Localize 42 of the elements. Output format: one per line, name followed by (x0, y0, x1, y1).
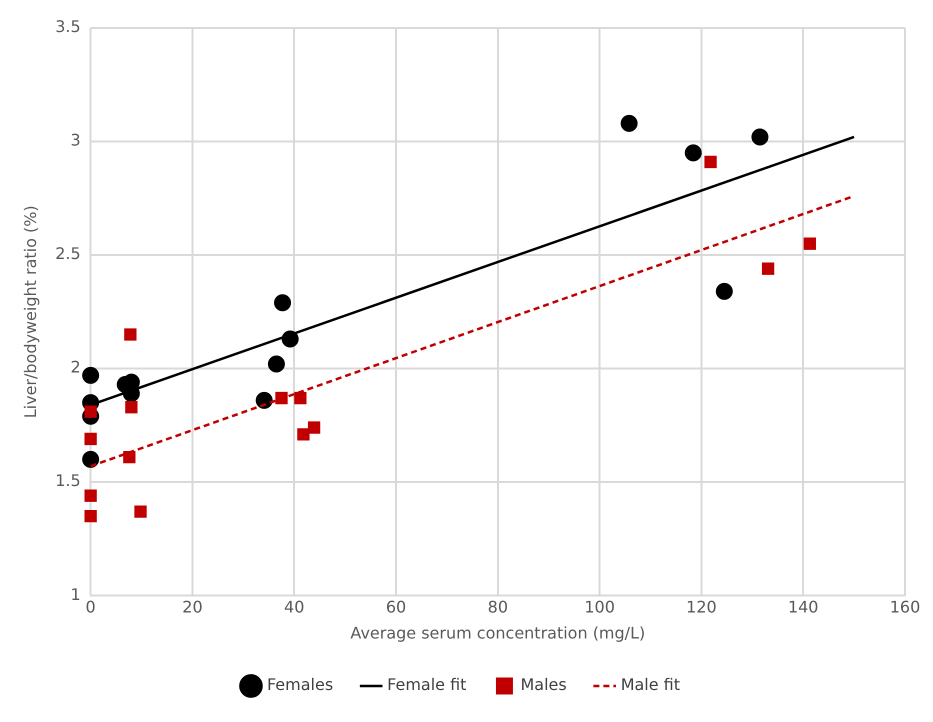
point (123, 450, 136, 464)
point (716, 282, 733, 300)
x-tick-label: 80 (488, 597, 508, 616)
point (124, 328, 136, 341)
y-axis-title: Liver/bodyweight ratio (%) (20, 205, 40, 418)
point (620, 114, 638, 132)
legend-label: Male fit (620, 675, 680, 694)
x-tick-label: 40 (284, 597, 304, 616)
x-axis-title: Average serum concentration (mg/L) (350, 624, 646, 643)
point (762, 262, 774, 275)
point (84, 490, 97, 502)
y-tick-label: 3.5 (55, 17, 81, 36)
x-tick-label: 120 (686, 597, 717, 616)
x-tick-label: 0 (86, 597, 96, 616)
point (704, 156, 717, 168)
x-tick-label: 60 (386, 597, 406, 616)
point (308, 421, 320, 434)
point (804, 238, 816, 250)
point (84, 432, 97, 446)
point (84, 510, 97, 522)
y-tick-label: 2 (70, 358, 81, 377)
point (751, 128, 768, 146)
x-tick-label: 160 (890, 597, 920, 616)
point (125, 401, 138, 414)
point (297, 428, 310, 441)
point (134, 505, 147, 518)
y-tick-label: 3 (70, 130, 81, 150)
point (82, 366, 100, 384)
x-tick-label: 140 (788, 597, 818, 616)
legend-label: Females (266, 675, 334, 694)
y-tick-label: 1.5 (55, 471, 81, 490)
point (274, 294, 292, 312)
x-tick-label: 100 (584, 597, 615, 616)
point (684, 144, 702, 162)
x-tick-label: 20 (182, 597, 203, 616)
point (82, 450, 100, 468)
y-tick-label: 1 (70, 584, 81, 604)
point (268, 356, 285, 373)
legend-label: Female fit (387, 675, 466, 694)
y-tick-label: 2.5 (55, 244, 81, 264)
point (294, 392, 306, 404)
legend-label: Males (520, 675, 567, 694)
